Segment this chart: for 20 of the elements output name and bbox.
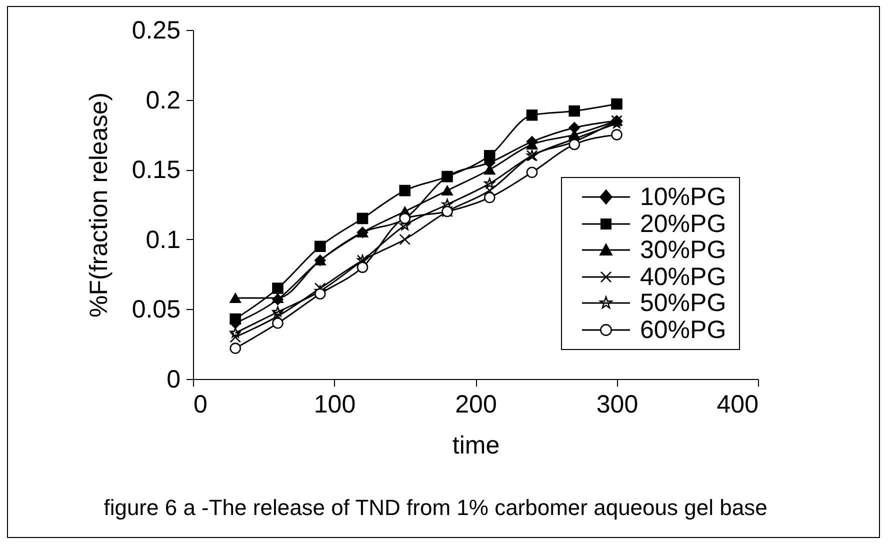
- x-axis-title: time: [452, 432, 500, 460]
- legend-label: 10%PG: [640, 183, 726, 212]
- caption: figure 6 a -The release of TND from 1% carbomer aqueous gel base: [104, 495, 768, 520]
- y-tick-label: 0.05: [132, 296, 180, 324]
- x-tick-label: 300: [596, 390, 638, 418]
- legend-label: 20%PG: [640, 210, 726, 238]
- x-tick-label: 100: [314, 390, 356, 418]
- legend-label: 40%PG: [640, 262, 726, 291]
- y-tick-label: 0.25: [132, 16, 180, 44]
- x-tick-label: 400: [716, 390, 758, 418]
- legend-label: 60%PG: [640, 316, 726, 344]
- x-tick-label: 0: [194, 390, 208, 418]
- y-axis-title: %F(fraction release): [84, 92, 113, 318]
- x-tick-label: 200: [455, 390, 497, 418]
- legend-label: 30%PG: [640, 236, 726, 264]
- y-tick-label: 0.2: [146, 86, 180, 114]
- y-tick-label: 0.15: [132, 156, 180, 184]
- legend-label: 50%PG: [640, 289, 726, 318]
- y-tick-label: 0.1: [146, 226, 180, 254]
- y-tick-label: 0: [166, 366, 180, 394]
